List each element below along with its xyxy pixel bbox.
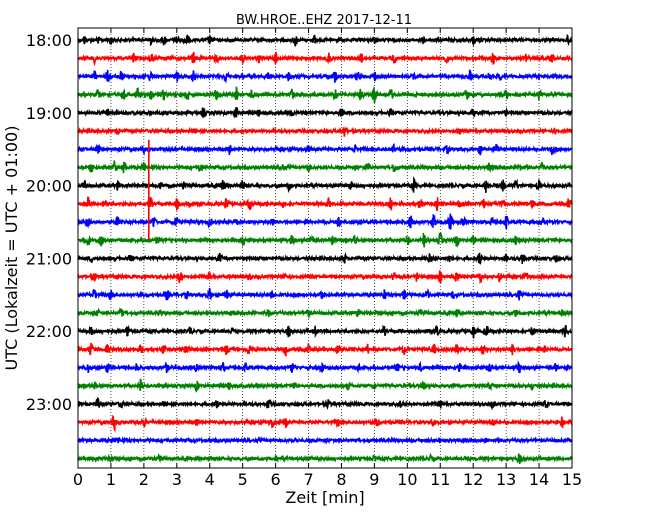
x-tick-label-5: 5 (238, 470, 248, 489)
trace-row-2000 (77, 176, 573, 194)
x-tick-label-15: 15 (562, 470, 582, 489)
y-tick-label-2000: 20:00 (26, 177, 72, 196)
trace-row-2300 (77, 397, 573, 411)
x-tick-label-3: 3 (172, 470, 182, 489)
trace-row-2230 (77, 360, 573, 374)
trace-row-2215 (77, 342, 573, 357)
y-axis-ticks: 18:00 19:00 20:00 21:00 22:00 23:00 (26, 31, 572, 414)
y-axis-label: UTC (Lokalzeit = UTC + 01:00) (2, 126, 21, 371)
y-tick-label-1800: 18:00 (26, 31, 72, 50)
trace-row-2245 (77, 378, 573, 393)
x-tick-label-7: 7 (303, 470, 313, 489)
trace-row-2115 (77, 270, 573, 285)
x-tick-label-1: 1 (106, 470, 116, 489)
x-tick-label-8: 8 (336, 470, 346, 489)
trace-row-2330 (77, 435, 573, 445)
x-tick-label-13: 13 (496, 470, 516, 489)
x-tick-label-2: 2 (139, 470, 149, 489)
y-tick-label-2100: 21:00 (26, 249, 72, 268)
x-tick-label-10: 10 (397, 470, 417, 489)
trace-row-1830 (77, 69, 573, 84)
trace-row-2030 (77, 213, 573, 230)
chart-title: BW.HROE..EHZ 2017-12-11 (236, 13, 412, 28)
trace-row-2045 (77, 232, 573, 248)
y-tick-label-1900: 19:00 (26, 104, 72, 123)
trace-row-2345 (77, 452, 573, 465)
x-axis-ticks: 0 1 2 3 4 5 6 7 8 9 10 11 12 13 14 15 (73, 28, 582, 489)
x-tick-label-0: 0 (73, 470, 83, 489)
trace-row-1815 (77, 51, 573, 67)
trace-row-1800 (77, 33, 573, 47)
y-tick-label-2300: 23:00 (26, 395, 72, 414)
trace-row-2015 (77, 196, 573, 212)
seismogram-traces (77, 33, 573, 465)
gridlines (110, 28, 540, 468)
x-axis-label: Zeit [min] (285, 488, 364, 507)
x-tick-label-11: 11 (430, 470, 450, 489)
trace-row-1915 (77, 125, 573, 137)
trace-row-1930 (77, 143, 573, 156)
x-tick-label-6: 6 (271, 470, 281, 489)
trace-row-2200 (77, 324, 573, 339)
x-tick-label-12: 12 (463, 470, 483, 489)
x-tick-label-14: 14 (529, 470, 549, 489)
trace-row-1945 (77, 160, 573, 174)
x-tick-label-4: 4 (205, 470, 215, 489)
trace-row-2100 (77, 252, 573, 265)
trace-row-2315 (77, 414, 573, 433)
axes-frame (77, 27, 573, 469)
trace-row-1845 (77, 85, 573, 104)
trace-row-2130 (77, 287, 573, 301)
trace-row-1900 (77, 106, 573, 119)
trace-row-2145 (77, 307, 573, 319)
y-tick-label-2200: 22:00 (26, 322, 72, 341)
x-tick-label-9: 9 (369, 470, 379, 489)
